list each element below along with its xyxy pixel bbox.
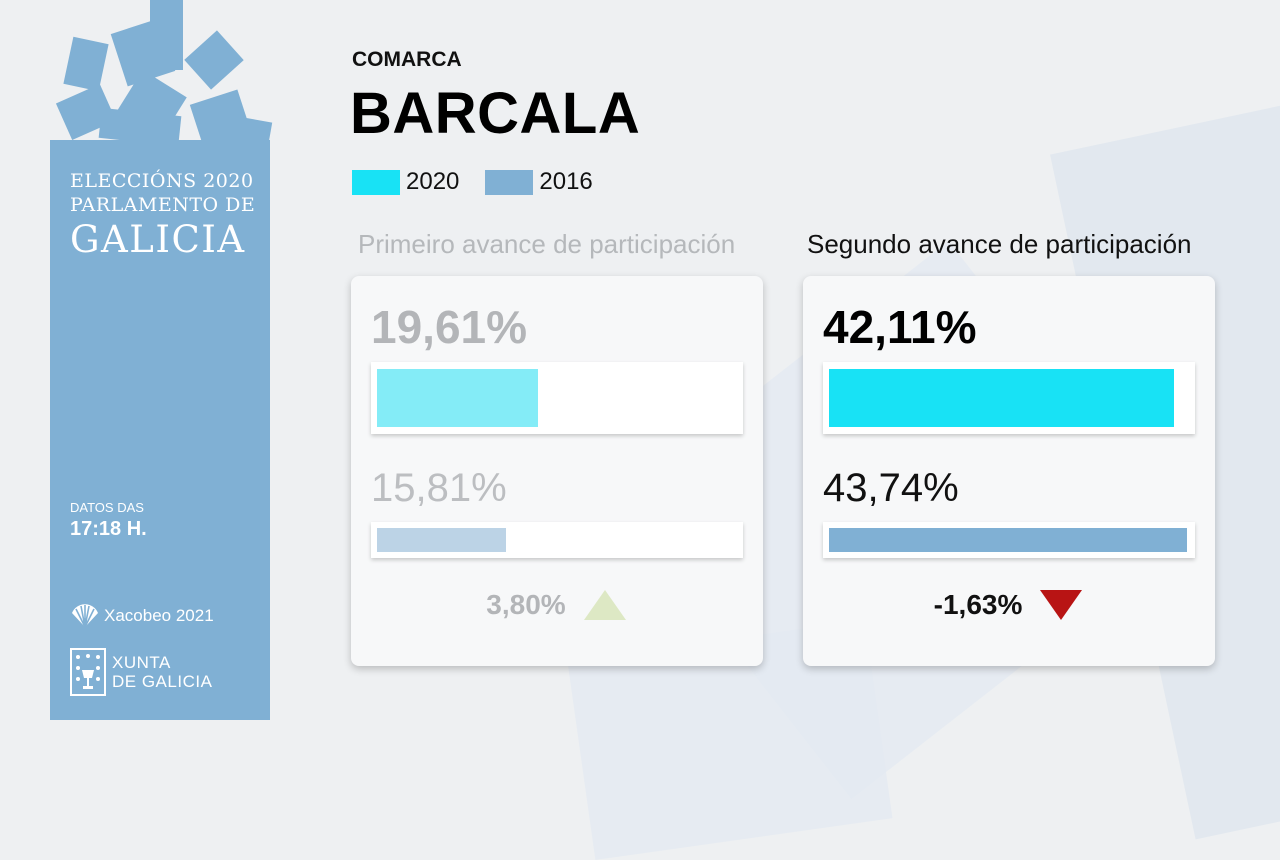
xunta-logo: XUNTA DE GALICIA xyxy=(70,648,212,696)
legend-swatch-2016 xyxy=(485,169,534,195)
turnout-2020-bar-fill xyxy=(829,369,1174,427)
election-title-line1: ELECCIÓNS 2020 xyxy=(70,170,254,192)
xacobeo-logo: Xacobeo 2021 xyxy=(70,603,214,629)
xacobeo-label: Xacobeo 2021 xyxy=(104,606,214,625)
turnout-2020-value: 42,11% xyxy=(823,301,977,353)
turnout-2016-value: 15,81% xyxy=(371,466,507,510)
second-advance-card: 42,11% 43,74% -1,63% xyxy=(803,276,1215,666)
ballot-paper-icon xyxy=(184,30,244,90)
triangle-up-icon xyxy=(583,590,626,620)
turnout-2020-value: 19,61% xyxy=(371,301,528,353)
turnout-2020-bar-fill xyxy=(377,369,538,427)
legend-label-2020: 2020 xyxy=(406,168,460,195)
turnout-2016-bar-fill xyxy=(829,528,1187,552)
scallop-shell-icon xyxy=(72,604,98,628)
turnout-2016-bar-fill xyxy=(377,528,506,552)
first-advance-title: Primeiro avance de participación xyxy=(358,229,736,259)
turnout-2016-bar xyxy=(371,522,743,558)
triangle-down-icon xyxy=(1040,590,1083,620)
turnout-2020-bar xyxy=(823,362,1195,434)
turnout-2020-bar xyxy=(371,362,743,434)
first-advance-card: 19,61% 15,81% 3,80% xyxy=(351,276,763,666)
turnout-2016-value: 43,74% xyxy=(823,466,959,510)
data-timestamp-label: DATOS DAS xyxy=(70,500,144,515)
second-advance-title: Segundo avance de participación xyxy=(807,229,1192,259)
xunta-label-line1: XUNTA xyxy=(112,653,171,672)
region-type-label: COMARCA xyxy=(352,48,462,71)
turnout-difference-value: -1,63% xyxy=(933,589,1023,620)
legend-label-2016: 2016 xyxy=(539,168,593,195)
xunta-label-line2: DE GALICIA xyxy=(112,672,213,691)
coat-of-arms-icon xyxy=(70,648,106,696)
turnout-2016-bar xyxy=(823,522,1195,558)
election-title-line3: GALICIA xyxy=(70,218,246,261)
data-timestamp: 17:18 H. xyxy=(70,518,147,540)
legend: 2020 2016 xyxy=(352,168,619,196)
region-name: BARCALA xyxy=(350,81,641,146)
turnout-difference: 3,80% xyxy=(351,588,763,622)
election-title-line2: PARLAMENTO DE xyxy=(70,194,256,216)
turnout-difference: -1,63% xyxy=(803,588,1215,622)
legend-swatch-2020 xyxy=(352,169,400,195)
turnout-difference-value: 3,80% xyxy=(486,589,566,620)
ballot-paper-icon xyxy=(63,36,109,92)
